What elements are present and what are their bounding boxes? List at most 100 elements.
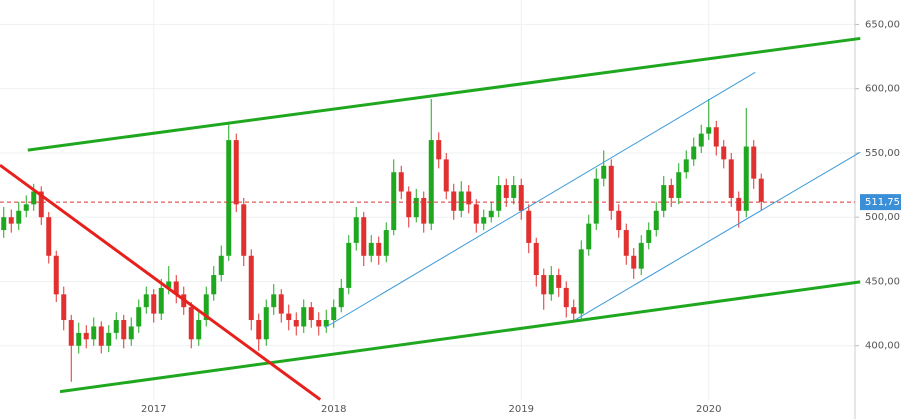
y-tick-label: 650,00 [865,19,900,30]
candle-body [143,294,149,308]
candle-body [361,217,367,256]
candle-body [713,127,719,147]
candle-body [211,275,217,295]
candle-body [556,275,562,288]
candle-body [68,320,74,346]
candle-body [721,146,727,160]
candle-body [413,197,419,218]
candle-body [398,172,404,192]
candle-body [391,172,397,231]
candle-body [91,326,97,340]
candle-body [263,307,269,340]
candle-body [316,320,322,327]
candle-body [158,287,164,314]
candle-body [736,197,742,211]
candle-body [83,332,89,340]
trendline [324,71,756,329]
candle-body [421,197,427,224]
candle-body [136,307,142,327]
x-tick-label: 2020 [696,404,721,415]
candle-body [1,217,7,231]
candle-body [301,307,307,327]
candle-body [76,332,82,346]
candle-body [196,320,202,340]
candle-body [233,140,239,205]
candle-body [203,294,209,321]
candle-body [218,255,224,276]
candle-body [256,320,262,340]
candle-body [406,191,412,218]
candle-body [38,191,44,218]
candle-body [46,217,52,256]
trendline [27,36,861,152]
candle-body [23,204,29,211]
candle-body [61,294,67,321]
candle-body [608,165,614,211]
candle-body [563,287,569,308]
candle-body [728,159,734,198]
candle-body [98,326,104,346]
candle-body [173,281,179,295]
candle-body [638,242,644,269]
candle-body [338,287,344,308]
candle-body [481,217,487,224]
candle-body [428,140,434,224]
candle-body [601,165,607,179]
candle-body [8,217,14,224]
candle-body [286,313,292,321]
candle-body [706,127,712,134]
candle-body [466,191,472,205]
price-label-box [860,194,901,211]
candle-body [346,242,352,288]
candle-body [443,159,449,192]
candle-body [53,255,59,295]
candle-body [278,294,284,314]
candle-body [518,185,524,211]
y-tick-label: 500,00 [865,212,900,223]
candle-body [293,320,299,327]
candle-body [188,307,194,340]
candle-body [661,185,667,211]
candle-body [383,230,389,256]
trendline [574,151,861,321]
candle-body [458,191,464,211]
candle-body [541,275,547,295]
candle-body [473,204,479,224]
candle-body [743,146,749,211]
candle-body [151,294,157,314]
candle-body [503,185,509,198]
candle-body [106,332,112,346]
candle-body [653,210,659,231]
candle-body [496,185,502,211]
candle-body [16,210,22,224]
candle-body [436,140,442,160]
candle-body [593,178,599,224]
candle-body [308,307,314,321]
candle-body [631,255,637,269]
candle-body [488,210,494,218]
candle-body [248,255,254,321]
candle-body [683,159,689,173]
candle-body [578,249,584,314]
candle-body [451,191,457,211]
x-tick-label: 2017 [141,404,166,415]
candle-body [571,307,577,314]
candle-body [368,242,374,256]
candle-body [376,242,382,256]
candle-body [331,307,337,321]
y-tick-label: 400,00 [865,341,900,352]
candle-body [353,217,359,243]
candle-body [113,320,119,333]
y-tick-label: 550,00 [865,148,900,159]
trendline [0,163,322,401]
candle-body [616,210,622,231]
candle-body [526,210,532,243]
candle-body [241,204,247,256]
candle-body [533,242,539,276]
candle-body [226,140,232,256]
trendline [59,280,861,394]
candle-body [668,185,674,198]
candle-body [548,275,554,295]
x-tick-label: 2019 [509,404,534,415]
